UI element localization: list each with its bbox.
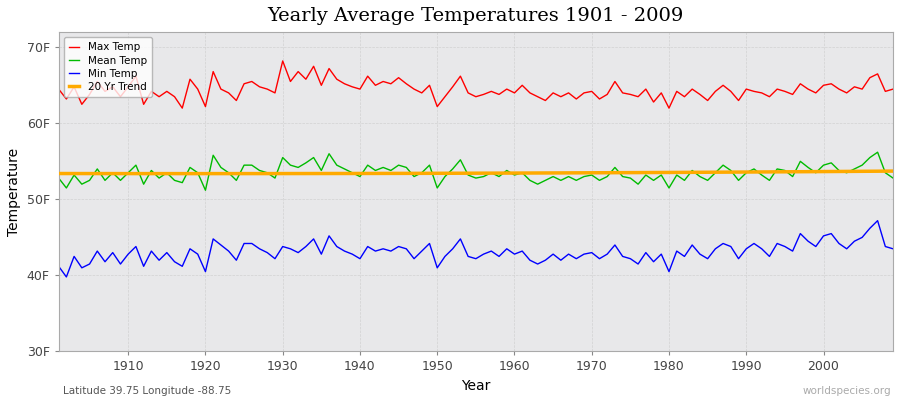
Line: 20 Yr Trend: 20 Yr Trend xyxy=(58,171,893,174)
Max Temp xyxy=(115,94,126,99)
Min Temp xyxy=(509,252,520,256)
Mean Temp xyxy=(609,165,620,170)
Max Temp xyxy=(53,87,64,92)
Max Temp xyxy=(301,77,311,82)
20 Yr Trend xyxy=(517,171,527,176)
20 Yr Trend xyxy=(115,171,126,176)
Line: Max Temp: Max Temp xyxy=(58,61,893,108)
X-axis label: Year: Year xyxy=(461,379,491,393)
Max Temp xyxy=(346,84,357,89)
Line: Mean Temp: Mean Temp xyxy=(58,152,893,190)
Min Temp xyxy=(122,252,133,256)
Min Temp xyxy=(292,250,303,255)
Max Temp xyxy=(517,83,527,88)
Mean Temp xyxy=(53,176,64,180)
20 Yr Trend xyxy=(184,171,195,176)
Title: Yearly Average Temperatures 1901 - 2009: Yearly Average Temperatures 1901 - 2009 xyxy=(267,7,684,25)
Mean Temp xyxy=(872,150,883,155)
Mean Temp xyxy=(115,178,126,183)
20 Yr Trend xyxy=(292,171,303,176)
Max Temp xyxy=(525,90,535,95)
Min Temp xyxy=(339,249,350,254)
Text: worldspecies.org: worldspecies.org xyxy=(803,386,891,396)
20 Yr Trend xyxy=(609,170,620,175)
Min Temp xyxy=(517,249,527,254)
Mean Temp xyxy=(509,173,520,178)
20 Yr Trend xyxy=(339,171,350,176)
Mean Temp xyxy=(200,188,211,193)
Min Temp xyxy=(61,274,72,279)
Min Temp xyxy=(887,246,898,251)
Min Temp xyxy=(872,218,883,223)
20 Yr Trend xyxy=(887,169,898,174)
Min Temp xyxy=(53,264,64,269)
Max Temp xyxy=(887,87,898,92)
Legend: Max Temp, Mean Temp, Min Temp, 20 Yr Trend: Max Temp, Mean Temp, Min Temp, 20 Yr Tre… xyxy=(64,37,152,97)
Mean Temp xyxy=(517,170,527,175)
Y-axis label: Temperature: Temperature xyxy=(7,148,21,236)
Mean Temp xyxy=(292,165,303,170)
Line: Min Temp: Min Temp xyxy=(58,221,893,277)
Max Temp xyxy=(177,106,188,110)
Max Temp xyxy=(277,58,288,63)
Text: Latitude 39.75 Longitude -88.75: Latitude 39.75 Longitude -88.75 xyxy=(63,386,231,396)
Mean Temp xyxy=(339,166,350,171)
Min Temp xyxy=(609,242,620,247)
20 Yr Trend xyxy=(53,171,64,176)
20 Yr Trend xyxy=(509,171,520,176)
Max Temp xyxy=(617,90,628,95)
Mean Temp xyxy=(887,176,898,180)
